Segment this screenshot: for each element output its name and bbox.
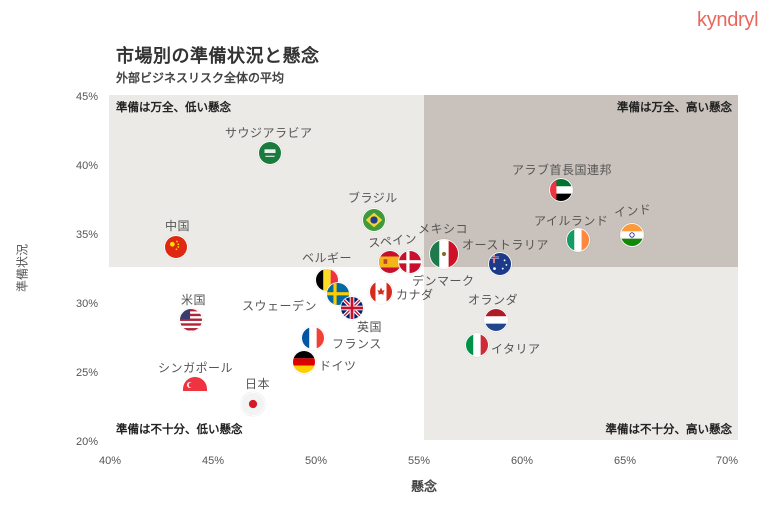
y-tick: 20% — [75, 436, 98, 448]
country-label: 日本 — [245, 377, 271, 391]
flag-india-icon — [620, 223, 644, 247]
quadrant-label-bottom-left: 準備は不十分、低い懸念 — [116, 422, 243, 436]
flag-germany-icon — [292, 350, 316, 374]
country-label: シンガポール — [158, 361, 234, 375]
country-label: オランダ — [468, 293, 519, 307]
flag-australia-icon — [488, 252, 512, 276]
country-label: 米国 — [181, 293, 207, 307]
x-tick: 70% — [715, 455, 739, 467]
chart-subtitle: 外部ビジネスリスク全体の平均 — [116, 71, 285, 85]
y-tick: 35% — [75, 229, 98, 241]
flag-denmark-icon — [398, 250, 422, 274]
country-label: メキシコ — [418, 222, 469, 236]
x-tick: 50% — [304, 455, 328, 467]
country-label: デンマーク — [412, 274, 475, 288]
x-tick: 60% — [510, 455, 534, 467]
flag-us-icon — [179, 308, 203, 332]
x-tick: 40% — [98, 455, 122, 467]
y-tick: 45% — [75, 91, 98, 103]
country-label: オーストラリア — [462, 238, 549, 252]
quadrant-label-top-left: 準備は万全、低い懸念 — [116, 100, 231, 114]
y-axis-label: 準備状況 — [15, 243, 30, 293]
country-label: アラブ首長国連邦 — [512, 163, 613, 177]
quadrant-label-bottom-right: 準備は不十分、高い懸念 — [605, 422, 733, 436]
country-label: 中国 — [165, 219, 191, 233]
flag-uae-icon — [549, 178, 573, 202]
flag-netherlands-icon — [484, 308, 508, 332]
quadrant-label-top-right: 準備は万全、高い懸念 — [617, 100, 732, 114]
x-axis-label: 懸念 — [410, 480, 438, 495]
country-label: アイルランド — [534, 214, 609, 228]
country-label: ベルギー — [302, 251, 353, 265]
y-tick: 40% — [75, 160, 98, 172]
y-tick: 30% — [75, 298, 98, 310]
plot-area: 準備は万全、低い懸念 準備は万全、高い懸念 準備は不十分、低い懸念 準備は不十分… — [109, 95, 738, 440]
flag-france-icon — [301, 326, 325, 350]
kyndryl-logo: kyndryl — [697, 9, 759, 31]
country-label: サウジアラビア — [225, 126, 313, 140]
flag-uk-icon — [340, 296, 364, 320]
x-tick: 45% — [201, 455, 225, 467]
x-tick: 55% — [407, 455, 431, 467]
flag-ireland-icon — [566, 228, 590, 252]
flag-italy-icon — [465, 333, 489, 357]
flag-japan-icon — [241, 392, 265, 416]
country-label: 英国 — [357, 320, 383, 334]
quadrant-top-left — [109, 95, 424, 267]
flag-singapore-icon — [183, 377, 207, 391]
country-label: フランス — [332, 337, 382, 351]
flag-canada-icon — [369, 280, 393, 304]
country-label: カナダ — [396, 288, 434, 302]
flag-china-icon — [164, 235, 188, 259]
flag-sweden-icon — [326, 282, 350, 306]
y-tick: 25% — [75, 367, 98, 379]
flag-brazil-icon — [362, 208, 386, 232]
flag-mexico-icon — [429, 239, 459, 269]
country-label: イタリア — [491, 342, 541, 356]
country-label: ドイツ — [319, 359, 357, 373]
x-tick: 65% — [613, 455, 637, 467]
flag-saudi-arabia-icon — [258, 141, 282, 165]
chart-title: 市場別の準備状況と懸念 — [116, 46, 320, 67]
country-label: スウェーデン — [242, 299, 318, 313]
country-label: ブラジル — [348, 191, 398, 205]
